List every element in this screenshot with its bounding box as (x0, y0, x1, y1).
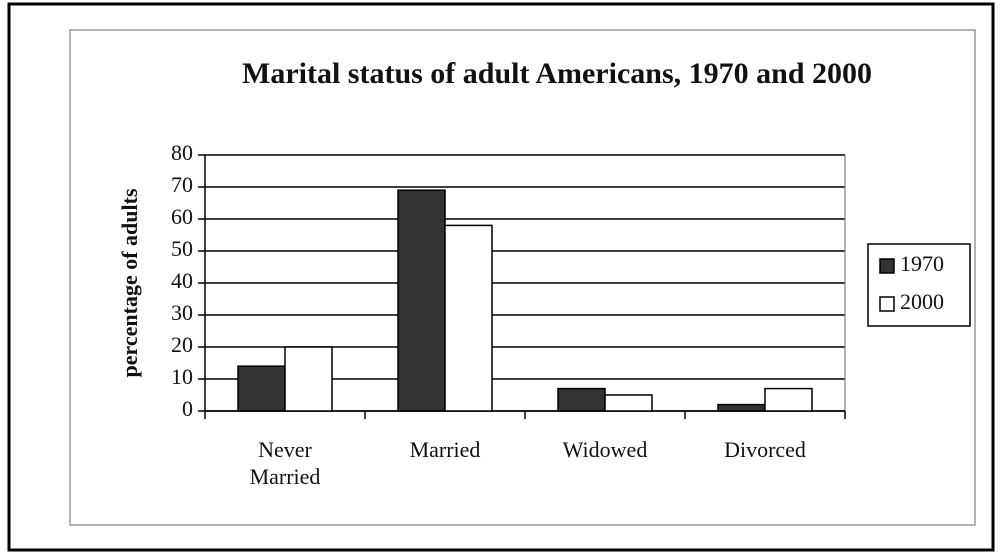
bar (284, 346, 333, 412)
chart-title: Marital status of adult Americans, 1970 … (242, 57, 872, 90)
legend-box (867, 243, 971, 327)
chart-border (69, 29, 976, 526)
y-tick-label: 60 (171, 204, 193, 229)
legend-label: 1970 (900, 251, 944, 276)
x-tick-label: Never Married (249, 437, 321, 489)
x-tick-label: Married (409, 437, 481, 462)
bar (764, 387, 813, 412)
bar (397, 189, 446, 412)
y-tick-label: 70 (171, 172, 193, 197)
y-tick-label: 80 (171, 140, 193, 165)
bar (557, 387, 606, 412)
legend-swatch (879, 258, 895, 274)
y-axis-label: percentage of adults (117, 188, 142, 377)
outer-border (7, 2, 995, 552)
x-tick-label: Widowed (562, 437, 648, 462)
legend-label: 2000 (900, 289, 944, 314)
legend-swatch (879, 296, 895, 312)
y-tick-label: 0 (182, 396, 193, 421)
bar (604, 394, 653, 412)
y-tick-label: 30 (171, 300, 193, 325)
y-tick-label: 10 (171, 364, 193, 389)
y-tick-label: 40 (171, 268, 193, 293)
x-tick-label: Divorced (724, 437, 806, 462)
y-tick-label: 50 (171, 236, 193, 261)
bar (237, 365, 286, 412)
bar (444, 224, 493, 412)
bar (717, 403, 766, 412)
y-tick-label: 20 (171, 332, 193, 357)
